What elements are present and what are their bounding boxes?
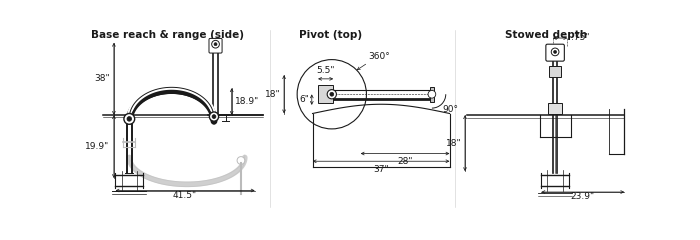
Text: 360°: 360° — [368, 52, 390, 61]
Bar — [549, 66, 561, 77]
Text: Stowed depth: Stowed depth — [505, 30, 587, 40]
Bar — [430, 87, 434, 102]
Circle shape — [124, 114, 134, 124]
Circle shape — [428, 90, 435, 98]
Circle shape — [552, 48, 559, 56]
Circle shape — [212, 115, 216, 119]
Circle shape — [209, 112, 218, 121]
Text: 28": 28" — [398, 157, 413, 166]
FancyBboxPatch shape — [209, 38, 222, 53]
Text: 38": 38" — [94, 74, 110, 83]
FancyBboxPatch shape — [318, 85, 333, 103]
Bar — [548, 103, 562, 114]
FancyBboxPatch shape — [546, 44, 564, 61]
Text: 19.9": 19.9" — [85, 142, 109, 151]
Text: 18.9": 18.9" — [234, 97, 259, 107]
Text: 90°: 90° — [442, 105, 458, 114]
Circle shape — [327, 90, 337, 99]
Text: 37": 37" — [373, 165, 389, 174]
Text: 5.5": 5.5" — [316, 66, 335, 75]
Text: Pivot (top): Pivot (top) — [299, 30, 362, 40]
Circle shape — [127, 117, 132, 121]
Text: 18": 18" — [265, 90, 281, 99]
Text: 41.5": 41.5" — [173, 191, 197, 200]
Text: 6": 6" — [300, 95, 309, 104]
Text: 23.9": 23.9" — [570, 192, 595, 201]
Text: 18": 18" — [447, 139, 462, 148]
Text: Base reach & range (side): Base reach & range (side) — [91, 30, 244, 40]
Circle shape — [214, 43, 217, 46]
Circle shape — [211, 40, 219, 48]
Circle shape — [554, 50, 556, 54]
Circle shape — [298, 60, 367, 129]
Circle shape — [237, 157, 245, 164]
Circle shape — [330, 92, 334, 96]
Text: .75": .75" — [570, 33, 589, 42]
